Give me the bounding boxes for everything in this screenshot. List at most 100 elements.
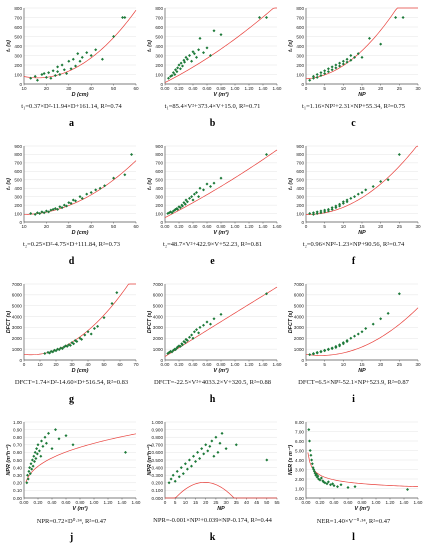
y-tick-label: 200 bbox=[155, 203, 163, 208]
chart-panel-l: 0.00 1.00 2.00 3.00 4.00 5.00 6.00 7.00 8.00 0.00… bbox=[288, 420, 423, 512]
data-point bbox=[60, 206, 64, 210]
y-tick-label: 7000 bbox=[153, 282, 164, 287]
data-point bbox=[212, 454, 216, 458]
x-tick-label: 1.40 bbox=[259, 362, 268, 367]
x-tick-label: 50 bbox=[101, 362, 107, 367]
x-tick-label: 1.40 bbox=[400, 500, 409, 505]
x-tick-label: 0 bbox=[305, 362, 308, 367]
data-point bbox=[209, 185, 212, 189]
data-point bbox=[198, 325, 202, 329]
data-point bbox=[185, 57, 189, 61]
x-tick-label: 30 bbox=[69, 362, 75, 367]
y-tick-label: 300 bbox=[155, 53, 163, 58]
x-tick-label: 10 bbox=[21, 86, 27, 91]
data-point bbox=[42, 72, 46, 76]
y-tick-label: 400 bbox=[296, 186, 304, 191]
data-point bbox=[33, 450, 37, 454]
data-point bbox=[179, 61, 183, 65]
x-tick-label: 0.40 bbox=[189, 362, 198, 367]
data-point bbox=[323, 481, 327, 485]
data-point bbox=[394, 16, 398, 19]
y-tick-label: 300 bbox=[296, 194, 304, 199]
data-point bbox=[198, 456, 202, 460]
x-tick-label: 40 bbox=[85, 362, 91, 367]
x-tick-label: 10 bbox=[341, 224, 347, 229]
y-axis-label: t₂ (s) bbox=[6, 178, 12, 190]
data-point bbox=[258, 16, 261, 19]
panel-letter-e: e bbox=[210, 256, 215, 267]
data-point bbox=[210, 439, 214, 443]
data-point bbox=[178, 67, 182, 71]
data-point bbox=[326, 70, 330, 74]
data-point bbox=[331, 482, 335, 486]
x-tick-label: 30 bbox=[224, 500, 230, 505]
y-tick-label: 0.600 bbox=[152, 450, 164, 455]
data-point bbox=[33, 74, 37, 78]
y-tick-label: 0 bbox=[160, 358, 163, 363]
data-point bbox=[338, 64, 342, 68]
y-tick-label: 0.300 bbox=[152, 473, 164, 478]
data-point bbox=[196, 450, 200, 454]
y-tick-label: 2000 bbox=[12, 336, 23, 341]
data-point bbox=[349, 196, 353, 200]
chart-panel-f: 0 100 200 300 400 500 600 700 800 900 0 5 10 15 20 25 30… bbox=[288, 144, 421, 236]
x-tick-label: 10 bbox=[183, 500, 189, 505]
y-tick-label: 200 bbox=[296, 203, 304, 208]
x-tick-label: 1.40 bbox=[259, 224, 268, 229]
data-point bbox=[185, 200, 189, 204]
data-point bbox=[39, 454, 43, 458]
y-tick-label: 0.00 bbox=[295, 496, 304, 501]
y-tick-label: 2.00 bbox=[295, 477, 304, 482]
y-tick-label: 0 bbox=[160, 220, 163, 225]
data-point bbox=[179, 466, 183, 470]
data-point bbox=[318, 478, 322, 482]
data-point bbox=[56, 70, 60, 74]
data-point bbox=[204, 443, 208, 447]
data-point bbox=[170, 73, 174, 77]
fit-curve bbox=[305, 7, 418, 80]
x-tick-label: 1.20 bbox=[245, 362, 254, 367]
y-tick-label: 0.80 bbox=[13, 435, 22, 440]
y-tick-label: 200 bbox=[296, 63, 304, 68]
data-point bbox=[181, 204, 184, 208]
x-tick-label: 45 bbox=[254, 500, 260, 505]
y-axis-label: NPR (m³h⁻¹) bbox=[6, 444, 12, 475]
data-point bbox=[47, 431, 50, 435]
x-tick-label: 30 bbox=[66, 224, 72, 229]
data-point bbox=[89, 54, 93, 57]
data-point bbox=[178, 344, 182, 348]
data-point bbox=[78, 59, 82, 63]
y-tick-label: 7000 bbox=[294, 282, 305, 287]
data-point bbox=[83, 333, 87, 337]
panel-letter-j: j bbox=[69, 532, 74, 543]
y-tick-label: 0.400 bbox=[152, 465, 164, 470]
data-point bbox=[28, 472, 32, 476]
y-tick-label: 3000 bbox=[12, 325, 23, 330]
data-point bbox=[49, 76, 53, 80]
panel-letter-f: f bbox=[351, 256, 356, 267]
y-tick-label: 400 bbox=[14, 44, 22, 49]
data-point bbox=[219, 312, 223, 316]
data-point bbox=[27, 469, 31, 473]
data-point bbox=[35, 78, 39, 82]
data-point bbox=[360, 55, 364, 59]
y-tick-label: 6000 bbox=[12, 293, 23, 298]
data-point bbox=[169, 477, 173, 481]
data-point bbox=[326, 67, 330, 71]
data-point bbox=[184, 55, 188, 59]
data-point bbox=[29, 212, 33, 216]
data-point bbox=[202, 323, 205, 327]
data-point bbox=[184, 198, 188, 202]
data-point bbox=[62, 203, 66, 207]
data-point bbox=[175, 70, 179, 74]
y-axis-label: t₂ (s) bbox=[147, 178, 153, 190]
data-point bbox=[56, 65, 60, 69]
y-tick-label: 1.00 bbox=[295, 486, 304, 491]
y-tick-label: 200 bbox=[155, 63, 163, 68]
equation-g: DFCT=1.74×D²-14.60×D+516.54, R²=0.83 bbox=[14, 379, 129, 386]
chart-panel-k: 0.000 0.100 0.200 0.300 0.400 0.500 0.600 0.700… bbox=[147, 420, 280, 512]
y-axis-label: DFCT (s) bbox=[288, 311, 294, 334]
data-point bbox=[371, 322, 375, 326]
data-point bbox=[212, 317, 216, 321]
x-tick-label: 30 bbox=[415, 86, 421, 91]
